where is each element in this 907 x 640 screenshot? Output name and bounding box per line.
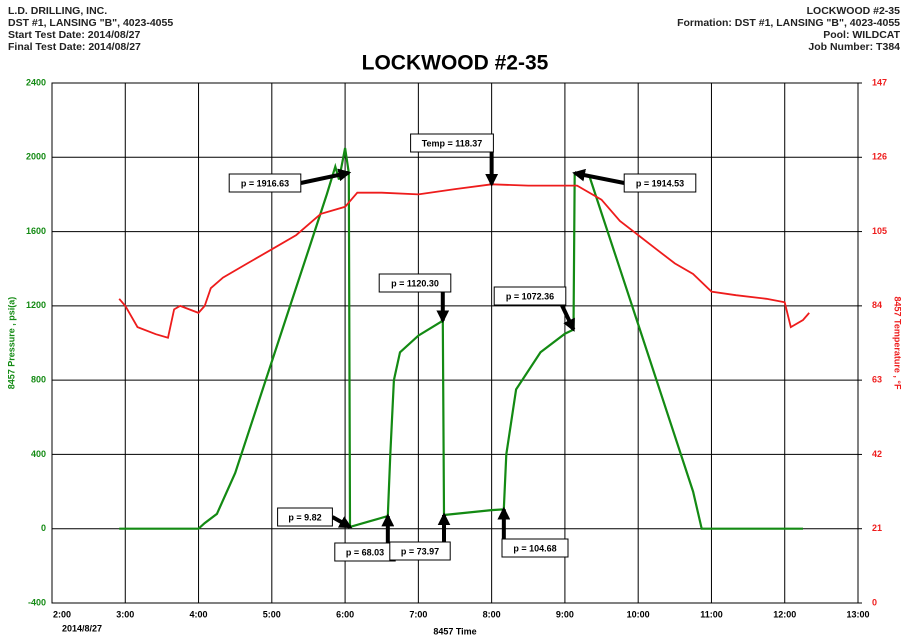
x-tick-label: 11:00 <box>700 609 723 619</box>
header-left: Final Test Date: 2014/08/27 <box>8 41 141 53</box>
x-tick-label: 9:00 <box>556 609 574 619</box>
y2-tick-label: 0 <box>872 597 877 607</box>
header-right: Formation: DST #1, LANSING "B", 4023-405… <box>677 17 900 29</box>
annotation-box <box>410 133 494 153</box>
y-tick-label: 2400 <box>26 77 46 87</box>
x-tick-label: 4:00 <box>190 609 208 619</box>
annotation-text: p = 9.82 <box>288 512 321 522</box>
x-tick-label: 3:00 <box>116 609 134 619</box>
annotation-box <box>623 173 697 193</box>
y2-tick-label: 42 <box>872 449 882 459</box>
y-tick-label: -400 <box>28 597 46 607</box>
y-axis-label: 8457 Pressure , psi(a) <box>6 297 16 390</box>
y2-tick-label: 147 <box>872 77 887 87</box>
chart-title: LOCKWOOD #2-35 <box>362 52 549 75</box>
y2-tick-label: 84 <box>872 300 882 310</box>
annotation-box <box>501 538 569 558</box>
y-tick-label: 0 <box>41 523 46 533</box>
series-line <box>118 183 810 339</box>
header-right: LOCKWOOD #2-35 <box>807 5 901 17</box>
x-date-label: 2014/8/27 <box>62 623 102 633</box>
x-tick-label: 2:00 <box>53 609 71 619</box>
x-tick-label: 10:00 <box>627 609 650 619</box>
header-right: Pool: WILDCAT <box>823 29 900 41</box>
annotation-box <box>389 541 451 561</box>
x-tick-label: 6:00 <box>336 609 354 619</box>
y2-tick-label: 126 <box>872 152 887 162</box>
x-tick-label: 5:00 <box>263 609 281 619</box>
plot-frame <box>51 82 859 604</box>
annotation-box <box>493 286 567 306</box>
annotation-text: p = 1072.36 <box>506 291 554 301</box>
header-right: Job Number: T384 <box>808 41 900 53</box>
y-tick-label: 1600 <box>26 226 46 236</box>
annotation-text: p = 1914.53 <box>636 178 684 188</box>
annotation-arrow <box>331 515 353 529</box>
x-tick-label: 12:00 <box>773 609 796 619</box>
x-axis-label: 8457 Time <box>433 626 476 636</box>
annotation-box <box>378 273 452 293</box>
x-tick-label: 8:00 <box>483 609 501 619</box>
annotation-arrow <box>572 168 625 185</box>
annotation-arrow <box>300 168 352 185</box>
y-tick-label: 2000 <box>26 152 46 162</box>
series-line <box>119 147 803 530</box>
y2-tick-label: 105 <box>872 226 887 236</box>
header-left: L.D. DRILLING, INC. <box>8 5 107 17</box>
y-tick-label: 800 <box>31 375 46 385</box>
annotation-box <box>228 173 302 193</box>
y2-tick-label: 63 <box>872 375 882 385</box>
annotation-text: p = 68.03 <box>346 547 384 557</box>
header-left: DST #1, LANSING "B", 4023-4055 <box>8 17 173 29</box>
header-left: Start Test Date: 2014/08/27 <box>8 29 140 41</box>
y-tick-label: 400 <box>31 449 46 459</box>
y2-tick-label: 21 <box>872 523 882 533</box>
annotation-text: p = 1120.30 <box>391 278 439 288</box>
annotation-box <box>277 507 333 527</box>
y-tick-label: 1200 <box>26 300 46 310</box>
annotation-arrow <box>559 304 576 332</box>
annotation-text: p = 104.68 <box>513 543 556 553</box>
y2-axis-label: 8457 Temperature , °F <box>893 297 903 390</box>
x-tick-label: 13:00 <box>846 609 869 619</box>
x-tick-label: 7:00 <box>409 609 427 619</box>
annotation-text: p = 73.97 <box>401 546 439 556</box>
annotation-text: Temp = 118.37 <box>422 138 483 148</box>
annotation-text: p = 1916.63 <box>241 178 289 188</box>
